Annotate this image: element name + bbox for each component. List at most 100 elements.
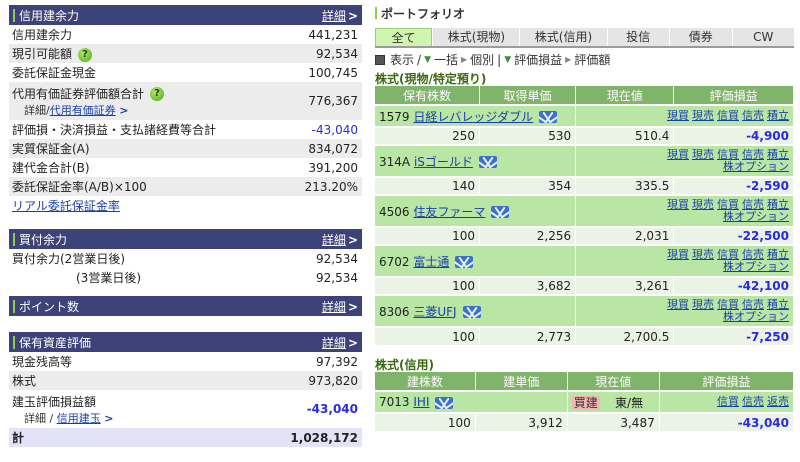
section-bar-icon [13, 299, 15, 313]
buying-row: (3営業日後) 92,534 [76, 270, 358, 286]
spot-section-title: 株式(現物/特定預り) [375, 72, 487, 86]
margin-values-row: 100 3,912 3,487 -43,040 [375, 412, 793, 431]
trade-link[interactable]: 積立 [767, 248, 789, 261]
triangle-down-icon: ▼ [424, 54, 431, 65]
credit-row: 現引可能額? 92,534 [9, 44, 362, 63]
assets-detail-link[interactable]: 詳細 > [321, 335, 358, 350]
credit-row: 評価損・決済損益・支払諸経費等合計 -43,040 [12, 122, 358, 138]
trade-link[interactable]: 現買 [667, 148, 689, 161]
assets-total-row: 計 1,028,172 [9, 428, 362, 447]
single-toggle[interactable]: 個別 [470, 53, 495, 67]
trade-link[interactable]: 現買 [667, 109, 689, 122]
portfolio-tabs: 全て 株式(現物) 株式(信用) 投信 債券 CW [375, 28, 795, 48]
trade-link[interactable]: 信買 [717, 248, 739, 261]
stock-name-link[interactable]: 住友ファーマ [413, 204, 486, 219]
trade-link[interactable]: 信買 [717, 198, 739, 211]
trade-link[interactable]: 積立 [767, 148, 789, 161]
credit-row: 信用建余力 441,231 [12, 27, 358, 43]
mail-icon[interactable] [539, 111, 558, 123]
stock-name-link[interactable]: iSゴールド [413, 154, 473, 169]
points-section-header: ポイント数 詳細 > [9, 296, 362, 316]
portfolio-title: ポートフォリオ [375, 5, 794, 21]
tab-funds[interactable]: 投信 [606, 28, 670, 46]
stock-option-link[interactable]: 株オプション [723, 260, 789, 273]
trade-link[interactable]: 信買 [717, 109, 739, 122]
stock-name-link[interactable]: 日経レバレッジダブル [413, 109, 534, 124]
trade-link[interactable]: 信売 [742, 109, 764, 122]
trade-link[interactable]: 信買 [717, 148, 739, 161]
trade-link[interactable]: 積立 [767, 198, 789, 211]
trade-link[interactable]: 現売 [692, 248, 714, 261]
trade-link[interactable]: 信買 [717, 298, 739, 311]
stock-option-link[interactable]: 株オプション [723, 210, 789, 223]
bulk-toggle[interactable]: 一括 [433, 53, 458, 67]
trade-link[interactable]: 信売 [742, 298, 764, 311]
credit-row: 建代金合計(B) 391,200 [12, 160, 358, 176]
real-margin-rate-link[interactable]: リアル委託保証金率 [12, 199, 120, 213]
mail-icon[interactable] [455, 256, 474, 268]
view-options: 表示 / ▼ 一括 ▶ 個別 | ▼ 評価損益 ▶ 評価額 [375, 51, 794, 68]
margin-section-title: 株式(信用) [375, 358, 434, 372]
credit-row: 委託保証金現金 100,745 [12, 65, 358, 81]
mail-icon[interactable] [478, 156, 497, 168]
trade-link[interactable]: 信売 [742, 248, 764, 261]
section-bar-icon [375, 7, 377, 19]
tab-cw[interactable]: CW [731, 28, 795, 46]
credit-title: 信用建余力 [19, 8, 80, 23]
trade-link[interactable]: 積立 [767, 298, 789, 311]
tab-stock-spot[interactable]: 株式(現物) [432, 28, 520, 46]
trade-link[interactable]: 積立 [767, 109, 789, 122]
trade-link[interactable]: 現売 [692, 148, 714, 161]
trade-link[interactable]: 現買 [667, 248, 689, 261]
triangle-down-icon: ▼ [504, 54, 512, 65]
trade-link[interactable]: 信売 [742, 198, 764, 211]
tab-all[interactable]: 全て [375, 28, 433, 46]
margin-positions-link[interactable]: 信用建玉 [56, 411, 101, 425]
stock-name-row: 314A iSゴールド 現買 現売 信買 信売 積立 株オプション [375, 144, 793, 177]
stock-name-row: 1579 日経レバレッジダブル 現買 現売 信買 信売 積立 [375, 104, 793, 127]
help-icon[interactable]: ? [78, 47, 93, 62]
stock-name-link[interactable]: IHI [413, 395, 430, 409]
stock-option-link[interactable]: 株オプション [723, 160, 789, 173]
margin-trade-link[interactable]: 信買 [717, 395, 739, 408]
tab-bonds[interactable]: 債券 [669, 28, 732, 46]
value-toggle[interactable]: 評価額 [574, 53, 611, 67]
credit-row: 委託保証金率(A/B)×100 213.20% [9, 177, 362, 196]
substitute-securities-link[interactable]: 代用有価証券 [49, 103, 116, 117]
mail-icon[interactable] [435, 396, 454, 409]
credit-row: 代用有価証券評価額合計? 詳細/代用有価証券 > 776,367 [9, 82, 362, 120]
position-type-badge: 買建 [571, 395, 600, 410]
stock-name-link[interactable]: 三菱UFJ [413, 304, 457, 319]
credit-detail-link[interactable]: 詳細 > [321, 8, 358, 23]
credit-section-header: 信用建余力 詳細 > [9, 5, 362, 25]
trade-link[interactable]: 現買 [667, 198, 689, 211]
margin-trade-link[interactable]: 返売 [767, 395, 789, 408]
margin-positions-table: 建株数 建単価 現在値 評価損益 7013 IHI 買建 東/無 信買 信売 返売 … [375, 372, 793, 431]
buying-detail-link[interactable]: 詳細 > [321, 232, 358, 247]
stock-values-row: 140 354 335.5 -2,590 [375, 176, 793, 195]
help-icon[interactable]: ? [150, 87, 165, 101]
portfolio-panel: ポートフォリオ 全て 株式(現物) 株式(信用) 投信 債券 CW 表示 / ▼… [375, 5, 795, 431]
stock-option-link[interactable]: 株オプション [723, 310, 789, 323]
assets-section-header: 保有資産評価 詳細 > [9, 332, 362, 352]
tab-stock-margin[interactable]: 株式(信用) [519, 28, 607, 46]
trade-link[interactable]: 信売 [742, 148, 764, 161]
list-icon [375, 54, 385, 65]
trade-link[interactable]: 現売 [692, 298, 714, 311]
section-bar-icon [13, 232, 15, 246]
assets-row: 現金残高等 97,392 [12, 354, 358, 370]
pl-toggle[interactable]: 評価損益 [514, 53, 563, 67]
assets-row: 建玉評価損益額 詳細 / 信用建玉 > -43,040 [12, 394, 358, 425]
margin-trade-link[interactable]: 信売 [742, 395, 764, 408]
buying-row: 買付余力(2営業日後) 92,534 [12, 251, 358, 267]
stock-values-row: 100 2,773 2,700.5 -7,250 [375, 326, 793, 345]
trade-link[interactable]: 現売 [692, 198, 714, 211]
mail-icon[interactable] [491, 206, 510, 218]
stock-name-row: 4506 住友ファーマ 現買 現売 信買 信売 積立 株オプション [375, 194, 793, 227]
trade-link[interactable]: 現売 [692, 109, 714, 122]
stock-name-link[interactable]: 富士通 [413, 254, 450, 269]
points-detail-link[interactable]: 詳細 > [321, 299, 358, 314]
trade-link[interactable]: 現買 [667, 298, 689, 311]
mail-icon[interactable] [462, 306, 481, 318]
triangle-right-icon: ▶ [565, 55, 572, 64]
